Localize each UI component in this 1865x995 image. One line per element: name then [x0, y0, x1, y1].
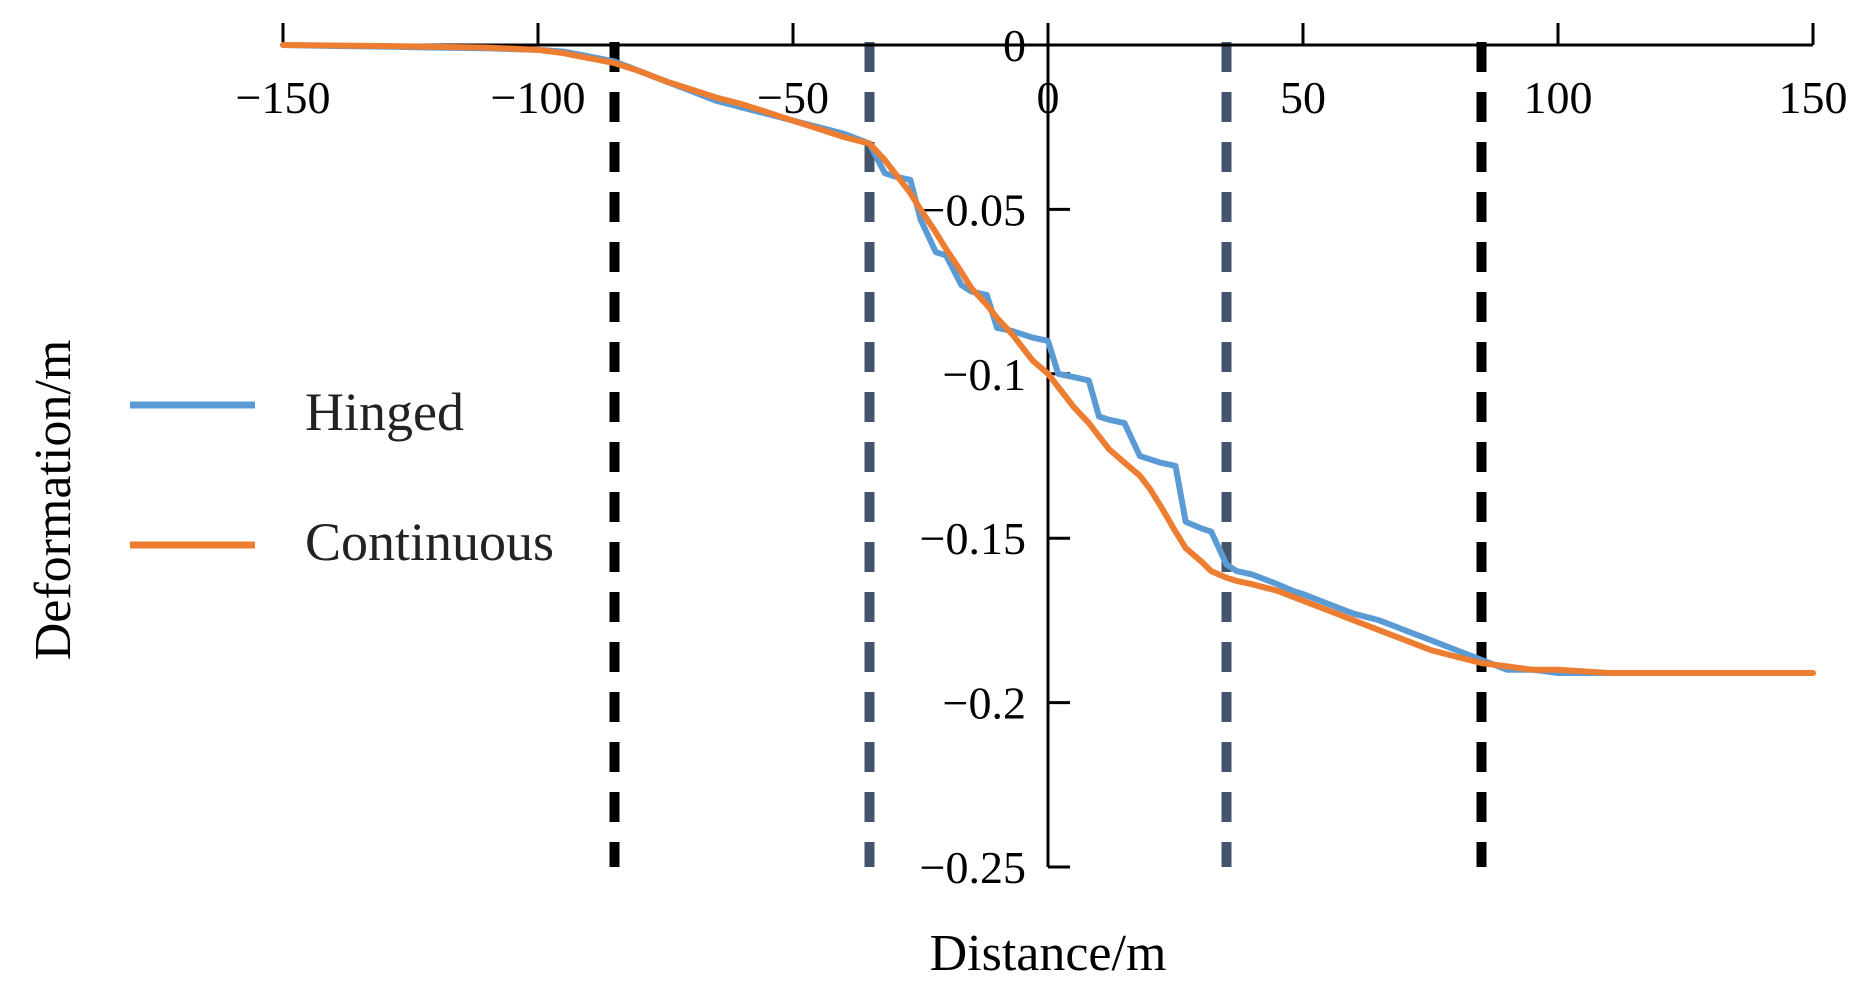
y-tick-label: −0.25: [920, 842, 1026, 893]
y-tick-label: 0: [1003, 20, 1026, 71]
legend: Hinged Continuous: [130, 382, 554, 572]
x-axis-title: Distance/m: [930, 925, 1167, 982]
x-tick-label: 0: [1037, 72, 1060, 123]
x-tick-label: 100: [1524, 72, 1593, 123]
y-tick-label: −0.1: [943, 349, 1026, 400]
y-axis-title: Deformation/m: [25, 340, 82, 661]
y-ticks: 0 −0.05 −0.1 −0.15 −0.2 −0.25: [920, 20, 1070, 893]
y-tick-label: −0.15: [920, 513, 1026, 564]
axes: −150 −100 −50 0 50 100 150 0−0.05−0.1−0.15−0.2…: [236, 20, 1848, 893]
series-line-continuous: [280, 42, 1816, 676]
x-tick-label: −100: [491, 72, 586, 123]
y-tick-label: −0.05: [920, 184, 1026, 235]
series-layer: [280, 42, 1816, 676]
y-tick-label: −0.2: [943, 678, 1026, 729]
x-tick-label: −150: [236, 72, 331, 123]
legend-label-continuous: Continuous: [305, 512, 554, 572]
reference-lines: [609, 42, 1487, 867]
x-tick-label: 50: [1280, 72, 1326, 123]
x-ticks: −150 −100 −50 0 50 100 150: [236, 23, 1848, 123]
x-tick-label: 150: [1779, 72, 1848, 123]
legend-label-hinged: Hinged: [305, 382, 464, 442]
